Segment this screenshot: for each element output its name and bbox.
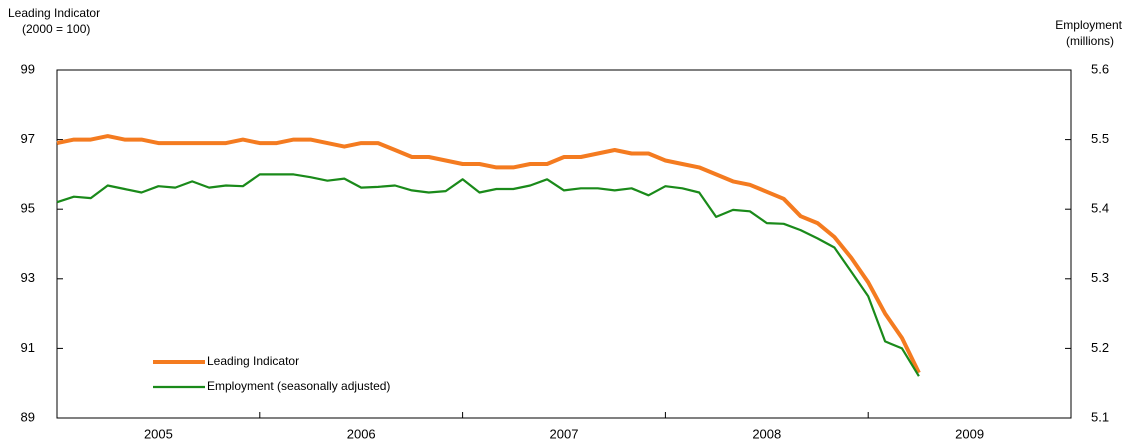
y-tick-label: 89 bbox=[21, 409, 35, 424]
series-line bbox=[56, 134, 921, 374]
y-tick-label: 99 bbox=[21, 61, 35, 76]
legend-label: Employment (seasonally adjusted) bbox=[207, 379, 390, 393]
y-tick-label: 97 bbox=[21, 131, 35, 146]
x-tick-label: 2009 bbox=[955, 426, 984, 441]
y-tick-label: 91 bbox=[21, 340, 35, 355]
y2-tick-label: 5.2 bbox=[1091, 340, 1109, 355]
y-axis-title: Leading Indicator bbox=[8, 6, 100, 20]
y2-tick-label: 5.3 bbox=[1091, 270, 1109, 285]
x-tick-label: 2007 bbox=[550, 426, 579, 441]
x-tick-label: 2005 bbox=[144, 426, 173, 441]
y2-axis-subtitle: (millions) bbox=[1066, 34, 1114, 48]
plot-frame bbox=[56, 69, 1072, 419]
y-tick-label: 93 bbox=[21, 270, 35, 285]
y2-tick-label: 5.1 bbox=[1091, 409, 1109, 424]
x-tick-label: 2008 bbox=[752, 426, 781, 441]
x-tick-label: 2006 bbox=[347, 426, 376, 441]
y-tick-label: 95 bbox=[21, 201, 35, 216]
series-line bbox=[56, 173, 920, 377]
y2-axis-title: Employment bbox=[1055, 18, 1122, 32]
legend-label: Leading Indicator bbox=[207, 354, 299, 368]
y-axis-subtitle: (2000 = 100) bbox=[22, 22, 90, 36]
y2-tick-label: 5.6 bbox=[1091, 61, 1109, 76]
y2-tick-label: 5.5 bbox=[1091, 131, 1109, 146]
y2-tick-label: 5.4 bbox=[1091, 201, 1109, 216]
